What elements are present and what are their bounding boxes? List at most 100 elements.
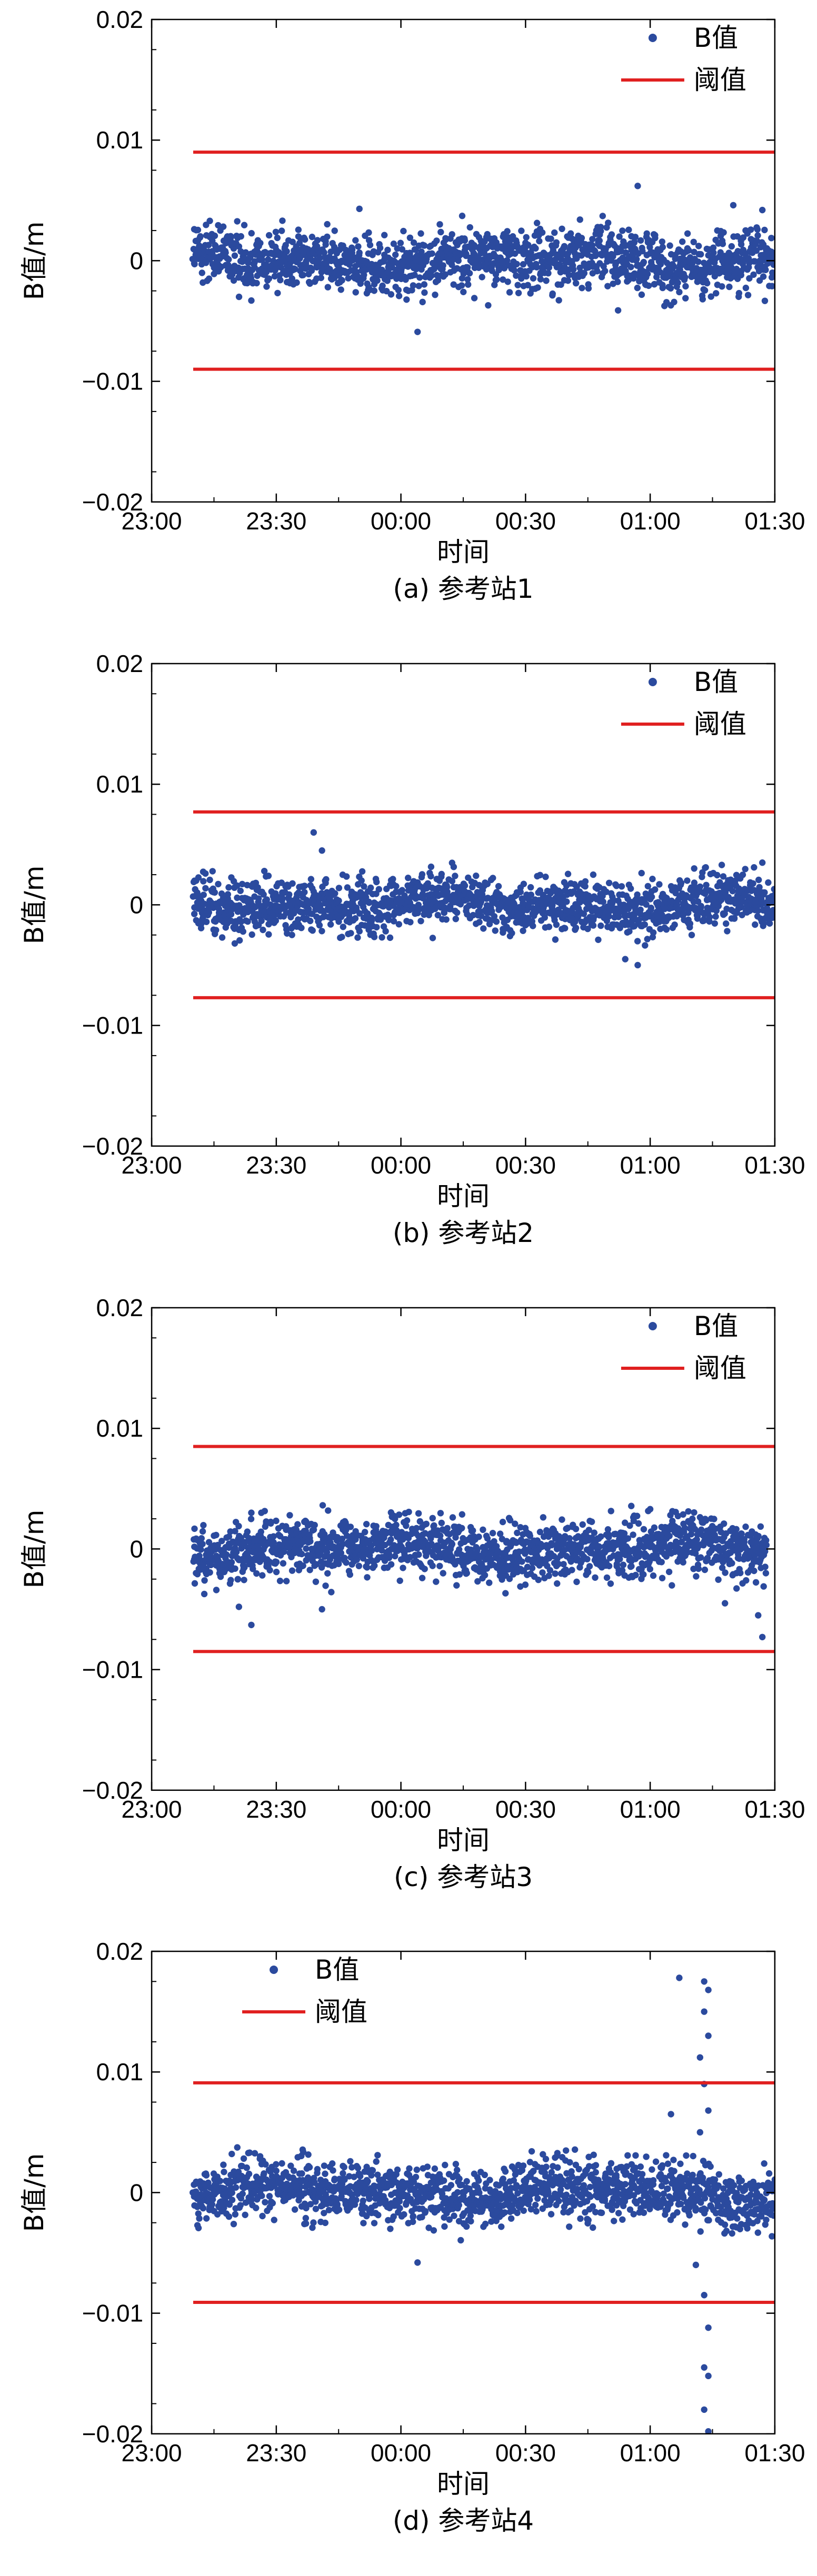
b-value-point — [602, 267, 609, 275]
b-value-point — [572, 1525, 580, 1532]
b-value-point — [223, 1551, 230, 1558]
b-value-point — [520, 260, 527, 268]
b-value-point — [261, 1507, 268, 1515]
b-value-point — [418, 248, 425, 255]
b-value-outlier-point — [485, 302, 492, 309]
b-value-point — [711, 920, 718, 927]
b-value-point — [191, 1525, 198, 1532]
b-value-point — [514, 1529, 521, 1536]
b-value-point — [614, 278, 621, 285]
b-value-point — [302, 2220, 310, 2227]
b-value-point — [421, 281, 428, 288]
b-value-point — [772, 253, 775, 259]
b-value-point — [460, 288, 467, 295]
b-value-point — [685, 1508, 692, 1515]
b-value-point — [319, 1501, 326, 1509]
b-value-point — [644, 883, 652, 889]
legend-marker — [648, 33, 657, 42]
b-value-point — [211, 232, 218, 239]
b-value-point — [638, 291, 645, 298]
b-value-point — [754, 907, 762, 914]
b-value-point — [474, 1578, 481, 1585]
b-value-point — [738, 1530, 745, 1537]
b-value-point — [261, 867, 268, 875]
b-value-point — [406, 234, 414, 242]
b-value-point — [725, 258, 732, 265]
b-value-point — [563, 898, 570, 905]
b-value-point — [770, 261, 775, 268]
b-value-point — [710, 244, 717, 251]
b-value-point — [447, 903, 454, 909]
b-value-point — [605, 219, 612, 226]
b-value-point — [383, 287, 390, 295]
b-value-point — [486, 1579, 493, 1586]
b-value-point — [452, 915, 459, 923]
b-value-point — [489, 907, 495, 915]
b-value-point — [681, 1525, 689, 1531]
b-value-point — [225, 884, 232, 891]
b-value-outlier-point — [622, 956, 629, 963]
b-value-point — [500, 276, 506, 283]
b-value-point — [429, 1562, 436, 1569]
b-value-point — [545, 923, 553, 930]
b-value-point — [493, 276, 500, 283]
b-value-point — [572, 924, 580, 931]
b-value-point — [355, 1562, 363, 1569]
b-value-point — [481, 1571, 489, 1578]
b-value-point — [693, 1536, 700, 1543]
b-value-point — [552, 1570, 559, 1577]
b-value-point — [452, 873, 459, 879]
b-value-point — [265, 872, 272, 879]
b-value-point — [248, 2196, 255, 2203]
b-value-point — [248, 931, 255, 938]
b-value-point — [290, 2168, 297, 2174]
b-value-point — [403, 296, 410, 303]
b-value-point — [307, 917, 314, 924]
b-value-point — [392, 251, 399, 258]
b-value-point — [227, 910, 235, 918]
legend-marker — [648, 677, 657, 686]
b-value-point — [200, 1521, 207, 1528]
b-value-point — [695, 258, 702, 265]
b-value-point — [438, 1519, 445, 1526]
b-value-point — [607, 1580, 614, 1587]
legend-marker — [648, 1321, 657, 1330]
b-value-point — [202, 885, 209, 891]
b-value-point — [271, 2217, 277, 2223]
b-value-point — [344, 884, 351, 891]
b-value-point — [746, 275, 753, 282]
b-value-point — [434, 911, 441, 918]
y-tick-label: 0 — [130, 247, 144, 274]
b-value-point — [449, 1513, 456, 1521]
b-value-point — [537, 276, 544, 283]
b-value-point — [651, 280, 658, 288]
b-value-point — [632, 234, 639, 240]
b-value-point — [628, 1502, 635, 1509]
b-value-point — [545, 264, 553, 271]
b-value-point — [576, 216, 583, 223]
b-value-point — [547, 889, 554, 897]
b-value-point — [437, 1509, 444, 1517]
b-value-point — [647, 906, 654, 913]
b-value-point — [371, 934, 378, 940]
b-value-point — [301, 236, 308, 243]
b-value-point — [352, 915, 359, 922]
b-value-point — [536, 237, 543, 245]
b-value-point — [477, 1553, 484, 1560]
b-value-outlier-point — [248, 1621, 255, 1628]
b-value-point — [232, 1565, 238, 1572]
b-value-point — [610, 253, 616, 260]
b-value-point — [728, 243, 735, 250]
b-value-point — [697, 1553, 704, 1561]
legend-label: B值 — [694, 667, 738, 697]
b-value-point — [253, 1570, 260, 1577]
b-value-point — [258, 2192, 265, 2200]
b-value-point — [632, 1571, 639, 1578]
b-value-point — [322, 241, 329, 248]
b-value-point — [397, 239, 404, 246]
b-value-point — [432, 905, 439, 913]
b-value-point — [270, 1532, 277, 1540]
b-value-point — [395, 920, 403, 928]
